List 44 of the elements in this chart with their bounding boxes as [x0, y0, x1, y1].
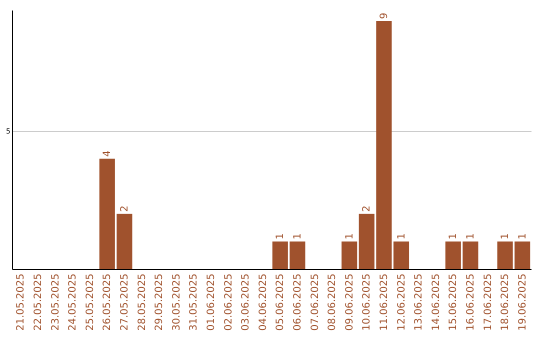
data-label: 9 — [378, 12, 390, 20]
x-tick-label: 15.06.2025 — [448, 274, 460, 331]
data-label: 1 — [448, 233, 460, 240]
data-label: 2 — [119, 206, 130, 212]
data-label: 1 — [275, 233, 286, 240]
x-tick-label: 23.05.2025 — [50, 274, 62, 331]
x-tick-label: 22.05.2025 — [32, 274, 44, 331]
x-tick-label: 17.06.2025 — [482, 274, 494, 331]
x-tick-label: 26.05.2025 — [102, 274, 114, 331]
x-tick-label: 14.06.2025 — [430, 274, 442, 331]
data-label: 1 — [500, 233, 512, 240]
data-label: 1 — [292, 233, 304, 240]
x-tick-label: 07.06.2025 — [310, 274, 321, 331]
bar — [393, 241, 410, 269]
x-tick-label: 11.06.2025 — [378, 274, 390, 331]
x-tick-label: 18.06.2025 — [500, 274, 512, 331]
x-tick-label: 09.06.2025 — [344, 274, 356, 331]
data-label: 1 — [465, 233, 476, 240]
data-label: 4 — [102, 150, 114, 157]
x-tick-label: 05.06.2025 — [275, 274, 286, 331]
data-label: 1 — [396, 233, 408, 240]
x-tick-label: 01.06.2025 — [206, 274, 217, 331]
x-tick-label: 25.05.2025 — [84, 274, 96, 331]
x-tick-label: 16.06.2025 — [465, 274, 476, 331]
data-label: 1 — [517, 233, 528, 240]
x-tick-label: 13.06.2025 — [414, 274, 425, 331]
x-tick-label: 31.05.2025 — [188, 274, 200, 331]
x-tick-label: 12.06.2025 — [396, 274, 408, 331]
x-tick-label: 06.06.2025 — [292, 274, 304, 331]
x-tick-label: 21.05.2025 — [16, 274, 27, 331]
x-tick-label: 04.06.2025 — [258, 274, 269, 331]
x-tick-label: 27.05.2025 — [119, 274, 130, 331]
x-tick-label: 30.05.2025 — [171, 274, 182, 331]
x-tick-label: 28.05.2025 — [136, 274, 148, 331]
x-tick-label: 02.06.2025 — [223, 274, 234, 331]
x-tick-label: 08.06.2025 — [327, 274, 338, 331]
data-label: 2 — [362, 206, 373, 212]
x-tick-label: 03.06.2025 — [240, 274, 252, 331]
x-tick-label: 24.05.2025 — [68, 274, 79, 331]
data-label: 1 — [344, 233, 356, 240]
x-tick-label: 29.05.2025 — [154, 274, 166, 331]
x-tick-label: 10.06.2025 — [362, 274, 373, 331]
x-tick-label: 19.06.2025 — [517, 274, 528, 331]
bar — [342, 241, 358, 269]
